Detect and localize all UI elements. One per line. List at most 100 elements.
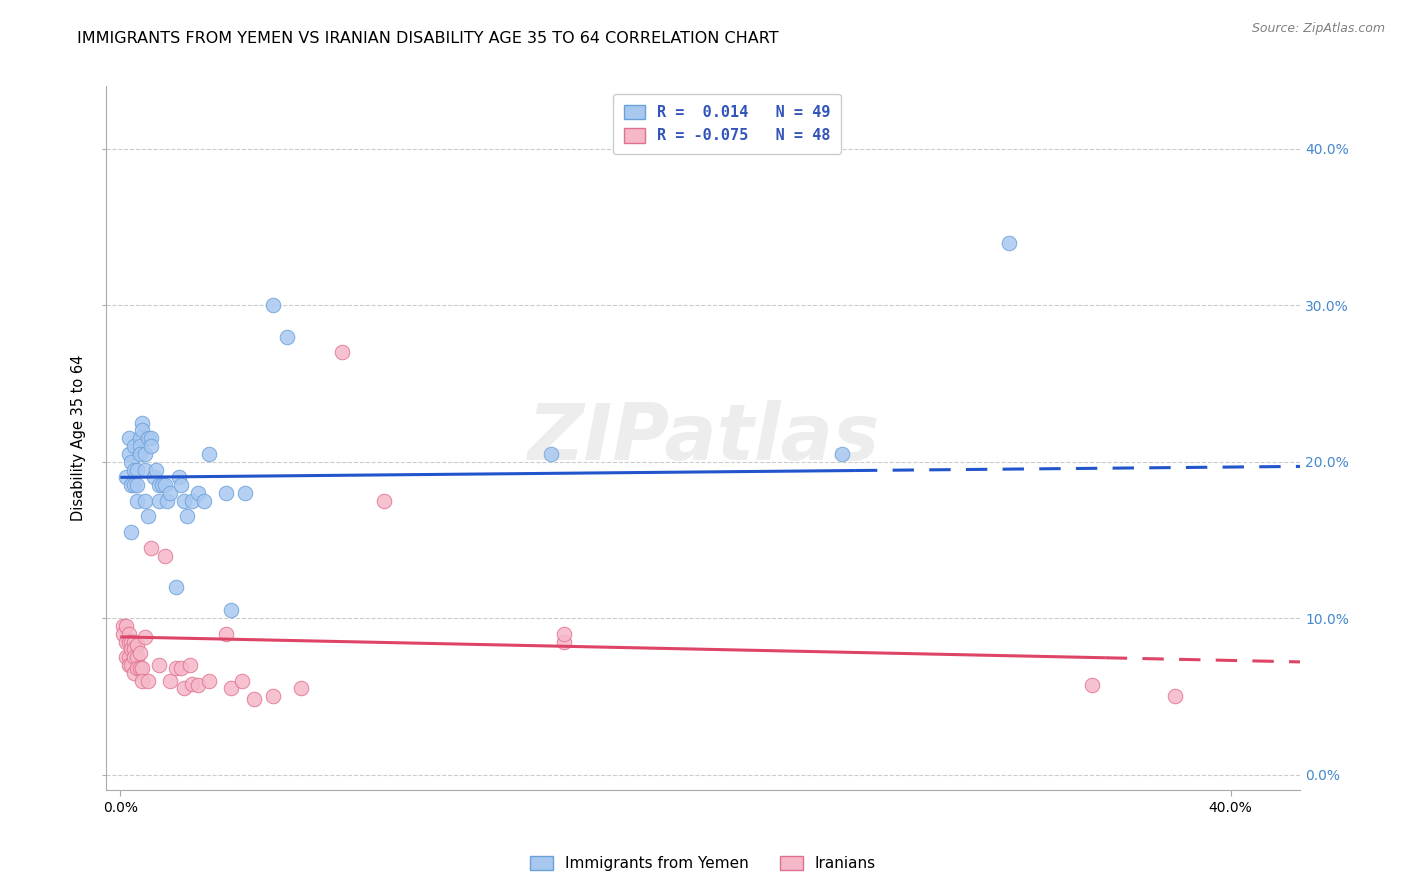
Point xyxy=(114,634,136,648)
Point xyxy=(198,673,221,688)
Point xyxy=(120,478,142,492)
Point xyxy=(145,462,167,476)
Point xyxy=(242,692,264,706)
Point xyxy=(176,509,198,524)
Point xyxy=(262,298,284,312)
Point xyxy=(139,431,162,445)
Point xyxy=(170,478,193,492)
Point xyxy=(181,493,204,508)
Point xyxy=(215,486,238,500)
Point xyxy=(131,416,153,430)
Point xyxy=(540,447,562,461)
Point xyxy=(187,486,209,500)
Legend: R =  0.014   N = 49, R = -0.075   N = 48: R = 0.014 N = 49, R = -0.075 N = 48 xyxy=(613,94,841,154)
Point xyxy=(114,650,136,665)
Point xyxy=(128,439,150,453)
Point xyxy=(122,462,145,476)
Point xyxy=(156,493,179,508)
Point xyxy=(142,470,165,484)
Point xyxy=(165,661,187,675)
Point xyxy=(134,447,156,461)
Point xyxy=(128,646,150,660)
Point xyxy=(120,658,142,673)
Point xyxy=(128,661,150,675)
Point xyxy=(122,439,145,453)
Point xyxy=(553,634,575,648)
Point xyxy=(553,626,575,640)
Point xyxy=(290,681,312,696)
Text: IMMIGRANTS FROM YEMEN VS IRANIAN DISABILITY AGE 35 TO 64 CORRELATION CHART: IMMIGRANTS FROM YEMEN VS IRANIAN DISABIL… xyxy=(77,31,779,46)
Point xyxy=(148,478,170,492)
Point xyxy=(181,677,204,691)
Point xyxy=(330,345,353,359)
Point xyxy=(134,630,156,644)
Point xyxy=(114,470,136,484)
Point xyxy=(148,658,170,673)
Point xyxy=(262,690,284,704)
Point xyxy=(139,439,162,453)
Point xyxy=(117,431,139,445)
Point xyxy=(193,493,215,508)
Point xyxy=(125,478,148,492)
Point xyxy=(148,493,170,508)
Point xyxy=(136,509,159,524)
Point xyxy=(117,626,139,640)
Point xyxy=(159,486,181,500)
Y-axis label: Disability Age 35 to 64: Disability Age 35 to 64 xyxy=(72,355,86,522)
Point xyxy=(153,478,176,492)
Point xyxy=(128,431,150,445)
Point xyxy=(136,431,159,445)
Point xyxy=(122,665,145,680)
Point xyxy=(831,447,853,461)
Text: ZIPatlas: ZIPatlas xyxy=(527,401,879,476)
Point xyxy=(131,661,153,675)
Point xyxy=(117,658,139,673)
Point xyxy=(173,493,195,508)
Point xyxy=(125,493,148,508)
Point xyxy=(122,478,145,492)
Point xyxy=(221,603,243,617)
Point xyxy=(221,681,243,696)
Point xyxy=(136,673,159,688)
Point xyxy=(276,329,298,343)
Point xyxy=(134,493,156,508)
Point xyxy=(114,619,136,633)
Point xyxy=(122,634,145,648)
Point xyxy=(165,580,187,594)
Point xyxy=(125,462,148,476)
Point xyxy=(117,447,139,461)
Point xyxy=(120,642,142,657)
Point xyxy=(125,661,148,675)
Legend: Immigrants from Yemen, Iranians: Immigrants from Yemen, Iranians xyxy=(524,849,882,877)
Point xyxy=(179,658,201,673)
Point xyxy=(131,673,153,688)
Point xyxy=(125,650,148,665)
Point xyxy=(373,493,395,508)
Point xyxy=(112,619,135,633)
Point xyxy=(187,678,209,692)
Point xyxy=(131,424,153,438)
Point xyxy=(122,650,145,665)
Point xyxy=(122,642,145,657)
Point xyxy=(233,486,256,500)
Point xyxy=(120,525,142,540)
Point xyxy=(215,626,238,640)
Point xyxy=(117,650,139,665)
Point xyxy=(120,455,142,469)
Point xyxy=(997,235,1019,250)
Point xyxy=(153,549,176,563)
Point xyxy=(159,673,181,688)
Point xyxy=(139,541,162,555)
Point xyxy=(117,634,139,648)
Point xyxy=(150,478,173,492)
Point xyxy=(125,638,148,652)
Point xyxy=(170,661,193,675)
Point xyxy=(198,447,221,461)
Point xyxy=(134,462,156,476)
Point xyxy=(173,681,195,696)
Point xyxy=(167,470,190,484)
Point xyxy=(231,673,253,688)
Point xyxy=(1164,690,1187,704)
Point xyxy=(1081,678,1104,692)
Point xyxy=(120,634,142,648)
